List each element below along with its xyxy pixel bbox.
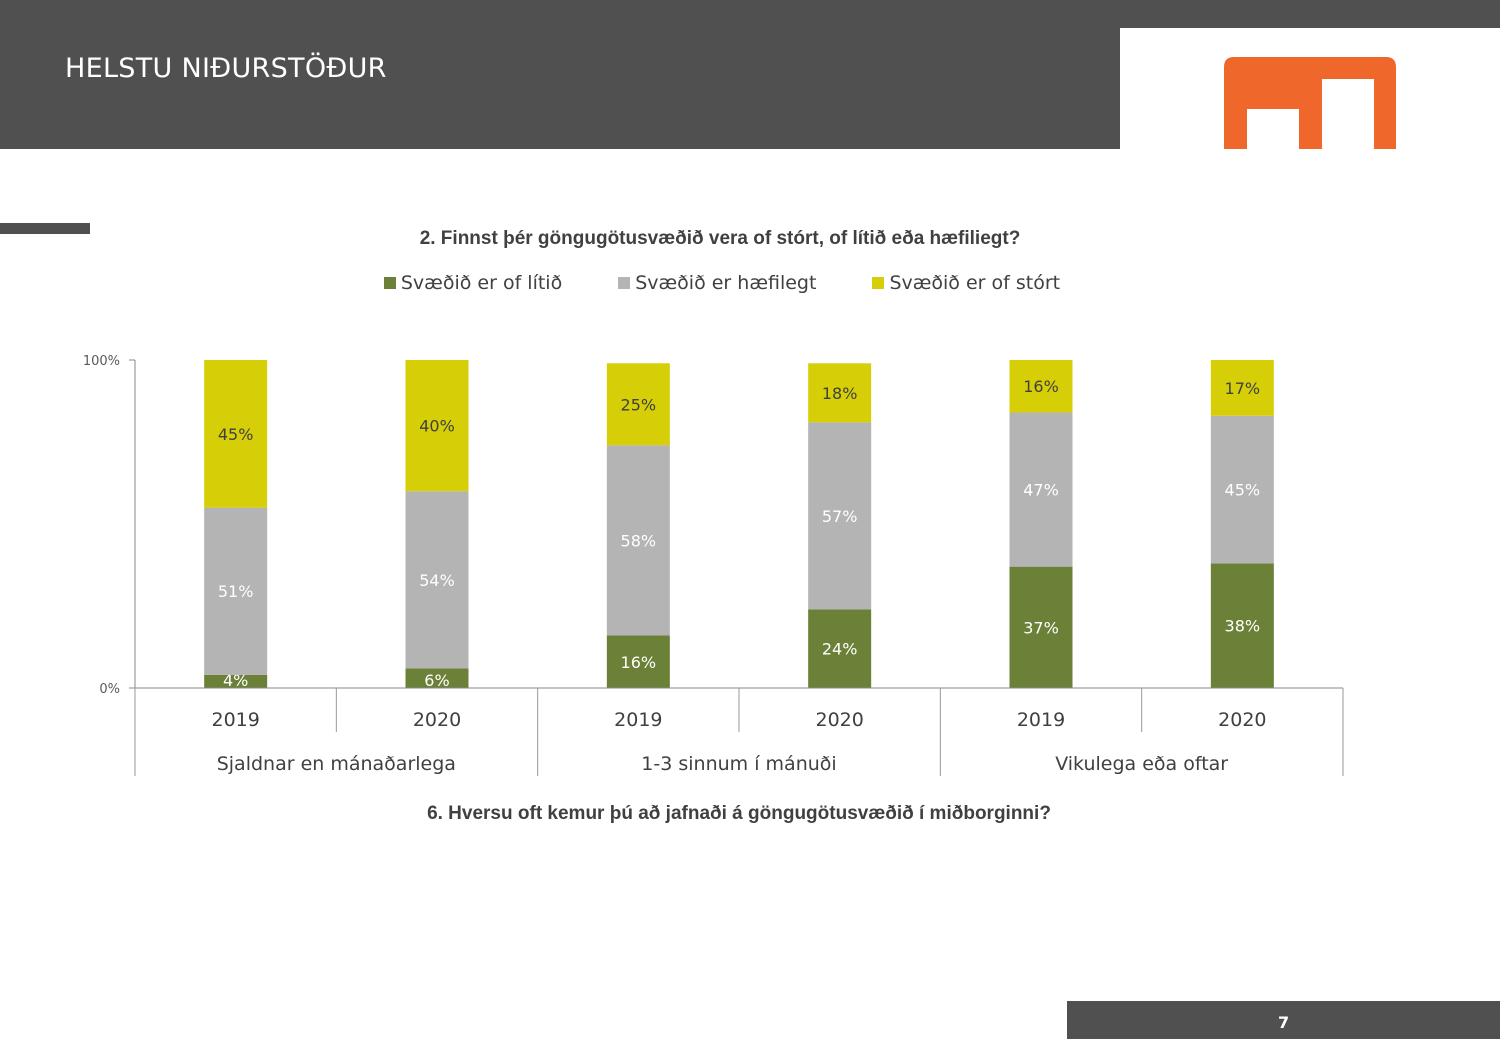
bar-segment: [606, 363, 670, 446]
bar-segment: [204, 507, 268, 675]
y-tick-label: 100%: [83, 354, 120, 369]
legend-item-too-large: Svæðið er of stórt: [872, 272, 1060, 294]
data-label: 4%: [223, 671, 248, 690]
data-label: 57%: [822, 507, 858, 526]
data-label: 25%: [621, 395, 657, 414]
data-label: 51%: [218, 582, 254, 601]
group-label: Vikulega eða oftar: [1055, 753, 1228, 775]
bar-segment: [1009, 566, 1073, 688]
data-label: 38%: [1225, 617, 1261, 636]
data-label: 6%: [424, 671, 449, 690]
bar-segment: [405, 491, 469, 669]
data-label: 45%: [1225, 481, 1261, 500]
legend-label: Svæðið er hæfilegt: [635, 272, 817, 294]
legend-swatch: [383, 277, 396, 289]
x-tick-label: 2020: [413, 709, 461, 731]
x-tick-label: 2019: [614, 709, 662, 731]
data-label: 40%: [419, 417, 455, 436]
bar-segment: [1210, 360, 1274, 416]
group-label: Sjaldnar en mánaðarlega: [217, 753, 456, 775]
data-label: 18%: [822, 384, 858, 403]
x-axis-title: 6. Hversu oft kemur þú að jafnaði á göng…: [427, 803, 1051, 824]
x-tick-label: 2020: [815, 709, 863, 731]
bar-segment: [1210, 563, 1274, 688]
bar-segment: [606, 445, 670, 636]
data-label: 16%: [621, 653, 657, 672]
bar-segment: [204, 674, 268, 688]
bar-segment: [808, 363, 872, 423]
chart-title: 2. Finnst þér göngugötusvæðið vera of st…: [419, 228, 1021, 249]
data-label: 17%: [1225, 379, 1261, 398]
bar-segment: [405, 360, 469, 492]
header-panel: [0, 28, 1120, 149]
bar-segment: [204, 360, 268, 508]
legend-item-too-small: Svæðið er of lítið: [383, 272, 563, 294]
data-label: 16%: [1023, 377, 1059, 396]
bar-segment: [1009, 360, 1073, 413]
x-tick-label: 2020: [1218, 709, 1266, 731]
bar-segment: [1009, 412, 1073, 567]
bar-segment: [405, 668, 469, 688]
data-label: 24%: [822, 640, 858, 659]
data-label: 54%: [419, 571, 455, 590]
bar-segment: [606, 635, 670, 688]
bar-segment: [808, 609, 872, 688]
logo: [1224, 57, 1396, 149]
legend-label: Svæðið er of lítið: [400, 272, 563, 294]
x-tick-label: 2019: [211, 709, 259, 731]
legend-item-suitable: Svæðið er hæfilegt: [618, 272, 816, 294]
accent-bar: [0, 223, 90, 234]
bar-segment: [1210, 415, 1274, 564]
legend-swatch: [618, 277, 631, 289]
x-tick-label: 2019: [1017, 709, 1065, 731]
page-title: HELSTU NIÐURSTÖÐUR: [65, 53, 387, 84]
data-label: 47%: [1023, 481, 1059, 500]
footer-bar: [1067, 1001, 1500, 1039]
page-number: 7: [1278, 1013, 1290, 1032]
legend-label: Svæðið er of stórt: [889, 272, 1061, 294]
y-tick-label: 0%: [99, 682, 120, 697]
data-label: 37%: [1023, 618, 1059, 637]
legend-swatch: [872, 277, 885, 289]
bar-segment: [808, 422, 872, 610]
header-bar: [0, 0, 1500, 28]
legend: Svæðið er of lítið Svæðið er hæfilegt Sv…: [0, 272, 1444, 294]
data-label: 58%: [621, 531, 657, 550]
group-label: 1-3 sinnum í mánuði: [641, 753, 836, 775]
data-label: 45%: [218, 425, 254, 444]
